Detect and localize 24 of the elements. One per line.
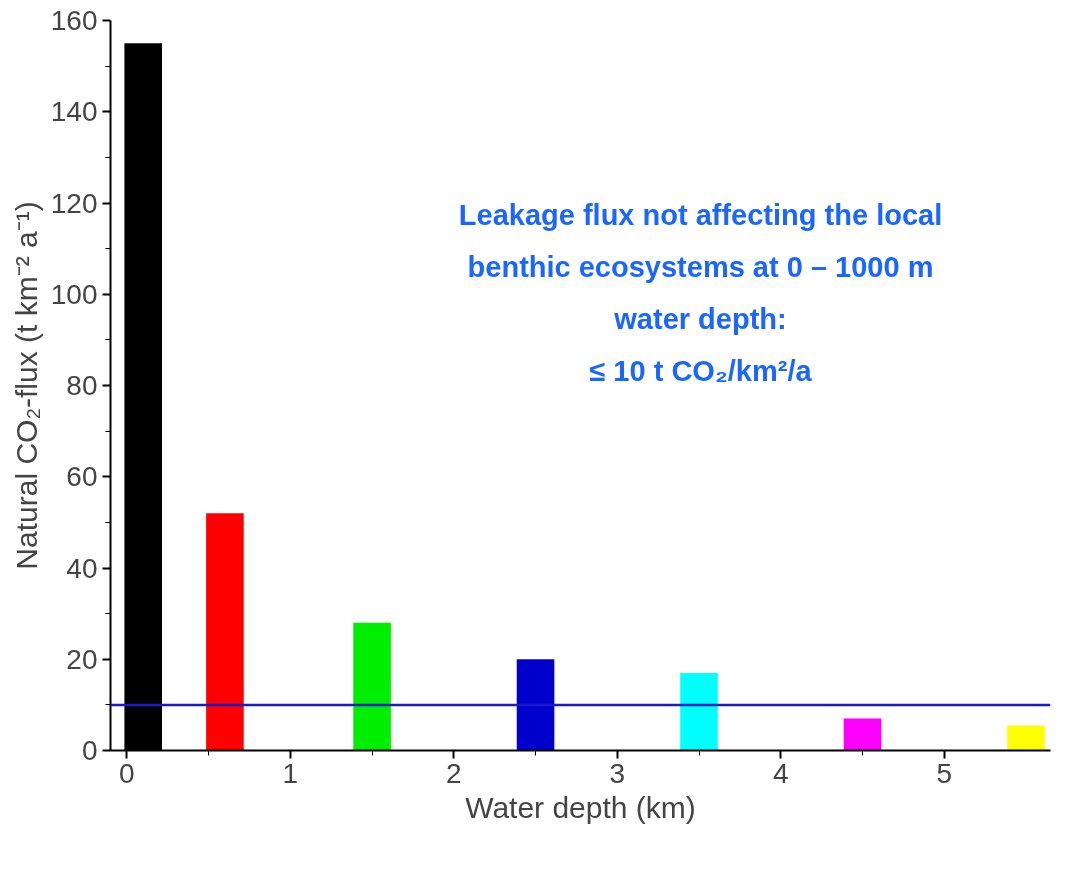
x-tick-label: 4 bbox=[772, 757, 789, 789]
annotation: Leakage flux not affecting the local benthic ecosystems at 0 – 1000 m water depth: ≤ 10 t CO₂/km²/a bbox=[458, 198, 943, 387]
y-tick-label: 100 bbox=[50, 278, 98, 310]
x-tick-label: 5 bbox=[936, 757, 953, 789]
y-tick-label: 20 bbox=[66, 643, 98, 675]
y-tick-label: 0 bbox=[81, 735, 98, 766]
y-tick-label: 140 bbox=[50, 96, 98, 128]
y-tick-label: 60 bbox=[66, 461, 98, 493]
bar bbox=[353, 622, 391, 751]
x-tick-label: 2 bbox=[446, 757, 462, 789]
bar bbox=[680, 672, 718, 751]
x-axis-title: Water depth (km) bbox=[465, 790, 696, 824]
y-axis-title: Natural CO₂-flux (t km⁻² a⁻¹) bbox=[9, 201, 43, 570]
y-tick-label: 160 bbox=[50, 5, 98, 36]
x-tick-label: 0 bbox=[119, 757, 135, 789]
x-tick-label: 1 bbox=[282, 757, 299, 789]
bar bbox=[516, 659, 555, 751]
y-tick-label: 40 bbox=[66, 552, 98, 584]
bar bbox=[206, 513, 244, 751]
bar bbox=[1007, 725, 1045, 751]
bar bbox=[843, 718, 882, 751]
y-tick-label: 120 bbox=[50, 187, 98, 219]
y-tick-label: 80 bbox=[66, 370, 98, 401]
x-tick-label: 3 bbox=[609, 757, 626, 789]
